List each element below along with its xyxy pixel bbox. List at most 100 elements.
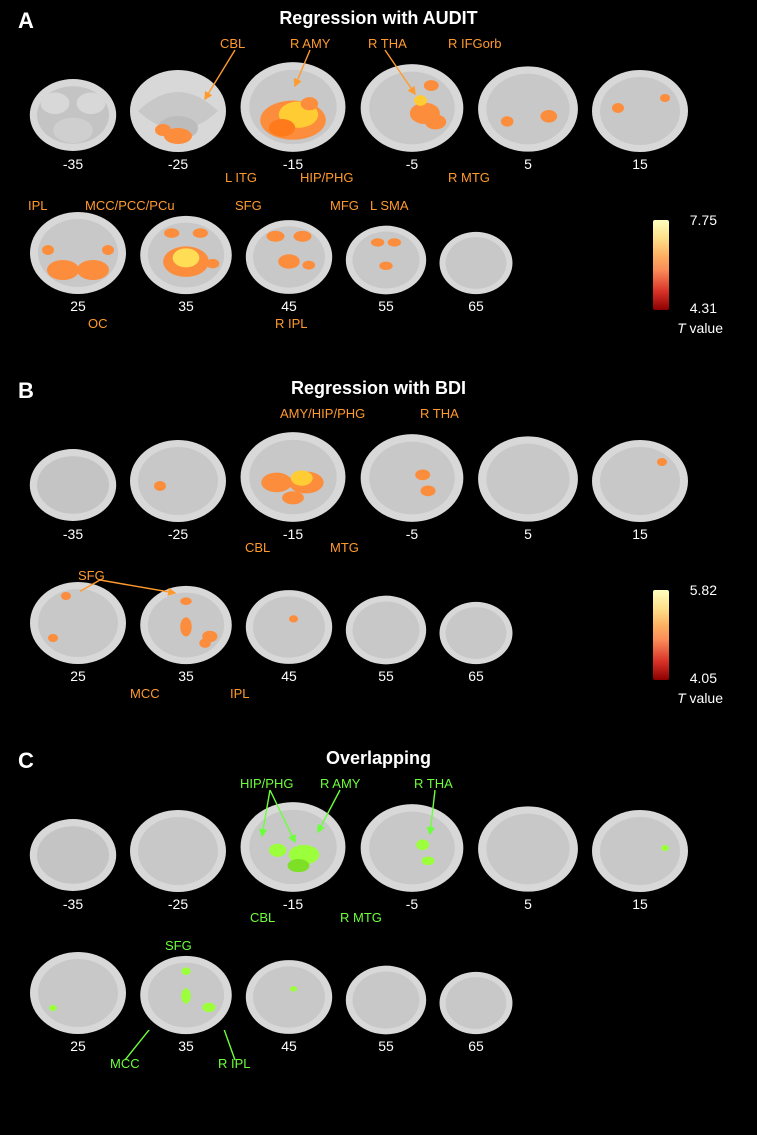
slice-label: 65 [468, 668, 484, 684]
colorbar-axis: T value [677, 690, 723, 706]
region-label: R IPL [218, 1056, 251, 1071]
slice-label: 55 [378, 1038, 394, 1054]
panel-b: B Regression with BDI -35 -25 -15 -5 5 1… [0, 370, 757, 740]
slice-label: -25 [168, 526, 188, 542]
brain-slice: 65 [438, 230, 514, 314]
brain-slice: -15 [238, 60, 348, 172]
slice-label: -35 [63, 156, 83, 172]
slice-label: 25 [70, 298, 86, 314]
slice-label: -35 [63, 526, 83, 542]
panel-c-title: Overlapping [0, 748, 757, 769]
region-label: R IFGorb [448, 36, 501, 51]
brain-slice: -5 [358, 432, 466, 542]
brain-slice: -5 [358, 62, 466, 172]
brain-slice: 45 [244, 958, 334, 1054]
brain-slice: 45 [244, 218, 334, 314]
slice-label: -25 [168, 896, 188, 912]
colorbar [653, 220, 669, 310]
slice-label: -5 [406, 526, 418, 542]
region-label: HIP/PHG [240, 776, 293, 791]
brain-slice: 5 [476, 64, 580, 172]
brain-slice: 55 [344, 594, 428, 684]
slice-label: -15 [283, 156, 303, 172]
brain-slice: 65 [438, 600, 514, 684]
panel-c-row2: 25 35 45 55 65 [28, 950, 514, 1054]
brain-slice: 15 [590, 68, 690, 172]
brain-slice: -25 [128, 68, 228, 172]
slice-label: -5 [406, 156, 418, 172]
brain-slice: 5 [476, 804, 580, 912]
brain-slice: 25 [28, 580, 128, 684]
region-label: IPL [230, 686, 250, 701]
panel-b-title: Regression with BDI [0, 378, 757, 399]
slice-label: 5 [524, 156, 532, 172]
slice-label: -25 [168, 156, 188, 172]
region-label: R THA [420, 406, 459, 421]
panel-a-row1: -35 -25 -15 -5 5 15 [28, 60, 690, 172]
region-label: CBL [250, 910, 275, 925]
region-label: R AMY [320, 776, 360, 791]
brain-slice: 15 [590, 808, 690, 912]
region-label: R IPL [275, 316, 308, 331]
region-label: R THA [414, 776, 453, 791]
colorbar-max: 7.75 [690, 212, 717, 228]
slice-label: 35 [178, 1038, 194, 1054]
brain-slice: 5 [476, 434, 580, 542]
brain-slice: -5 [358, 802, 466, 912]
brain-slice: -35 [28, 816, 118, 912]
brain-slice: -15 [238, 430, 348, 542]
region-label: OC [88, 316, 108, 331]
slice-label: 15 [632, 156, 648, 172]
slice-label: 5 [524, 896, 532, 912]
brain-slice: 55 [344, 964, 428, 1054]
panel-a-title: Regression with AUDIT [0, 8, 757, 29]
slice-label: 35 [178, 298, 194, 314]
slice-label: 5 [524, 526, 532, 542]
brain-slice: 65 [438, 970, 514, 1054]
slice-label: 45 [281, 668, 297, 684]
panel-c-row1: -35 -25 -15 -5 5 15 [28, 800, 690, 912]
brain-slice: -25 [128, 808, 228, 912]
brain-slice: -25 [128, 438, 228, 542]
brain-slice: 35 [138, 954, 234, 1054]
region-label: L ITG [225, 170, 257, 185]
region-label: MCC [110, 1056, 140, 1071]
brain-slice: 45 [244, 588, 334, 684]
slice-label: -5 [406, 896, 418, 912]
region-label: R AMY [290, 36, 330, 51]
region-label: MCC [130, 686, 160, 701]
colorbar-axis: T value [677, 320, 723, 336]
brain-slice: 15 [590, 438, 690, 542]
region-label: R THA [368, 36, 407, 51]
brain-slice: 25 [28, 210, 128, 314]
slice-label: -15 [283, 896, 303, 912]
colorbar-max: 5.82 [690, 582, 717, 598]
slice-label: 45 [281, 1038, 297, 1054]
brain-slice: -35 [28, 76, 118, 172]
slice-label: 25 [70, 668, 86, 684]
slice-label: 15 [632, 896, 648, 912]
panel-a: A Regression with AUDIT -35 -25 -15 -5 5… [0, 0, 757, 370]
region-label: CBL [245, 540, 270, 555]
slice-label: 45 [281, 298, 297, 314]
colorbar-min: 4.05 [690, 670, 717, 686]
slice-label: 35 [178, 668, 194, 684]
colorbar [653, 590, 669, 680]
panel-b-row1: -35 -25 -15 -5 5 15 [28, 430, 690, 542]
region-label: CBL [220, 36, 245, 51]
panel-c: C Overlapping -35 -25 -15 -5 5 15 [0, 740, 757, 1135]
slice-label: 65 [468, 298, 484, 314]
slice-label: 65 [468, 1038, 484, 1054]
brain-slice: 25 [28, 950, 128, 1054]
region-label: R MTG [448, 170, 490, 185]
brain-slice: -15 [238, 800, 348, 912]
brain-slice: 35 [138, 584, 234, 684]
panel-a-row2: 25 35 45 55 65 [28, 210, 514, 314]
colorbar-min: 4.31 [690, 300, 717, 316]
panel-b-row2: 25 35 45 55 65 [28, 580, 514, 684]
brain-slice: 55 [344, 224, 428, 314]
region-label: MTG [330, 540, 359, 555]
slice-label: 55 [378, 298, 394, 314]
region-label: HIP/PHG [300, 170, 353, 185]
region-label: R MTG [340, 910, 382, 925]
